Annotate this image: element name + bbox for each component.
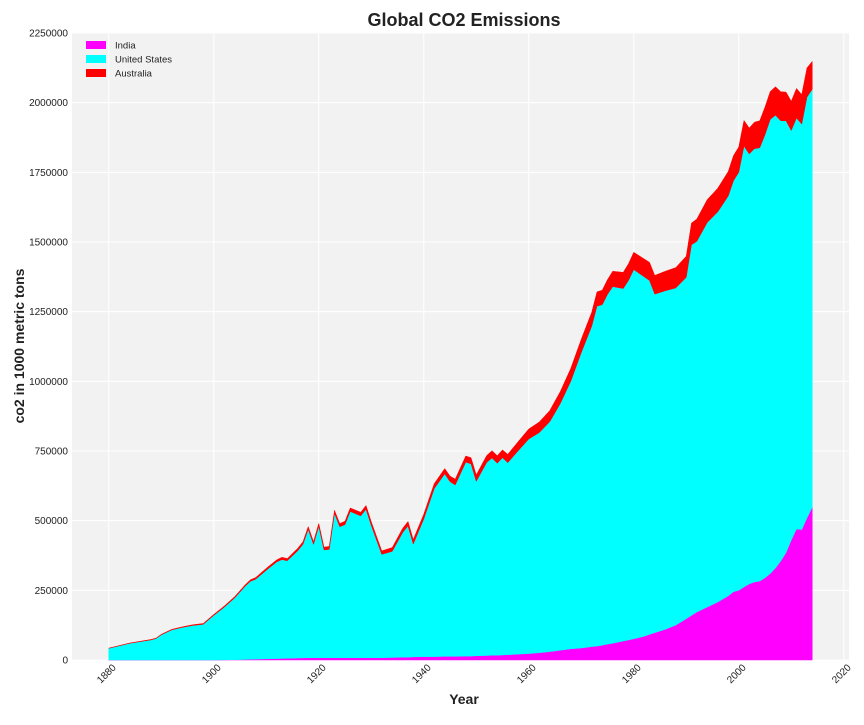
x-axis-title: Year (449, 691, 479, 707)
legend-label: India (115, 41, 136, 52)
y-tick-label: 1750000 (29, 168, 68, 179)
x-tick-label: 1920 (305, 662, 329, 686)
chart-title: Global CO2 Emissions (367, 10, 560, 30)
x-tick-label: 1900 (200, 662, 224, 686)
y-tick-label: 250000 (35, 586, 69, 597)
y-tick-label: 500000 (35, 516, 69, 527)
legend: India United States Australia (86, 41, 172, 80)
y-tick-label: 750000 (35, 447, 69, 458)
area-australia (108, 61, 813, 649)
x-tick-label: 1960 (515, 662, 539, 686)
y-axis-title: co2 in 1000 metric tons (11, 268, 27, 423)
x-tick-label: 1980 (620, 662, 644, 686)
x-tick-label: 1880 (95, 662, 119, 686)
legend-swatch (86, 69, 106, 77)
y-tick-label: 2000000 (29, 98, 68, 109)
legend-swatch (86, 55, 106, 63)
x-tick-label: 2000 (725, 662, 749, 686)
y-tick-label: 1000000 (29, 377, 68, 388)
y-tick-label: 1250000 (29, 307, 68, 318)
y-tick-label: 2250000 (29, 29, 68, 40)
legend-label: United States (115, 55, 172, 66)
y-tick-label: 1500000 (29, 238, 68, 249)
x-tick-label: 2020 (830, 662, 854, 686)
y-tick-label: 0 (62, 656, 68, 667)
stacked-areas (108, 61, 813, 661)
legend-label: Australia (115, 69, 153, 80)
x-tick-label: 1940 (410, 662, 434, 686)
legend-swatch (86, 41, 106, 49)
